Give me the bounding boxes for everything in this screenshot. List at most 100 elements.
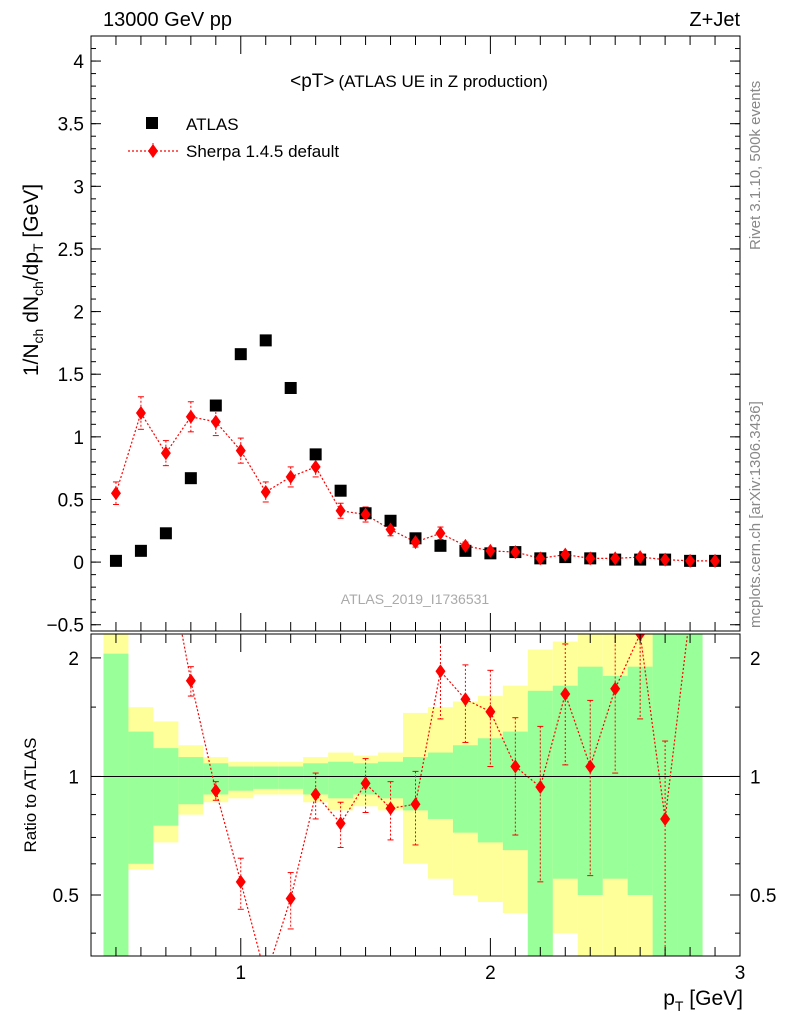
rivet-version-label: Rivet 3.1.10, 500k events — [747, 81, 764, 250]
main-ylabel: 1/Nch dNch/dpT [GeV] — [20, 184, 46, 376]
sherpa-point — [535, 551, 546, 566]
ratio-points — [185, 634, 671, 906]
mcplots-label: mcplots.cern.ch [arXiv:1306.3436] — [747, 401, 764, 628]
x-tick-label: 1 — [235, 963, 246, 984]
sherpa-point — [260, 484, 271, 499]
ratio-point — [660, 811, 671, 826]
atlas-point — [134, 544, 147, 557]
ratio-band-stat — [552, 685, 578, 879]
header-right: Z+Jet — [689, 9, 740, 31]
main-y-tick-label: 3.5 — [58, 115, 84, 136]
main-y-tick-label: 3 — [73, 177, 84, 198]
atlas-point — [184, 472, 197, 485]
legend-sherpa-marker — [148, 144, 158, 158]
ratio-y-tick-label-right: 0.5 — [750, 886, 776, 907]
sherpa-point — [135, 406, 146, 421]
sherpa-point — [660, 552, 671, 567]
ratio-y-tick-label: 0.5 — [53, 886, 79, 907]
sherpa-point — [560, 547, 571, 562]
ratio-band-stat — [452, 745, 478, 833]
chart-title: <pT> (ATLAS UE in Z production) — [290, 71, 548, 92]
ratio-point — [535, 780, 546, 795]
main-tick-labels: −0.5 0 0.5 1 1.5 2 2.5 3 3.5 4 — [46, 52, 84, 637]
sherpa-point — [685, 553, 696, 568]
ratio-panel: 0.5 0.5 1 1 2 2 — [53, 633, 777, 957]
x-tick-label: 2 — [485, 963, 496, 984]
ratio-point — [285, 891, 296, 906]
ratio-band-stat — [378, 761, 404, 799]
main-y-tick-label: −0.5 — [46, 616, 84, 637]
sherpa-point — [235, 443, 246, 458]
ratio-band-stat — [328, 761, 354, 799]
atlas-point — [234, 348, 247, 361]
ratio-y-tick-label-right: 2 — [750, 649, 761, 670]
main-y-tick-label: 4 — [73, 52, 84, 73]
atlas-point — [284, 381, 297, 394]
ratio-point — [235, 874, 246, 889]
sherpa-point — [410, 535, 421, 550]
ratio-band-stat — [278, 766, 304, 789]
ratio-band-stat — [153, 748, 179, 826]
ratio-line — [181, 634, 689, 956]
atlas-points — [109, 334, 722, 567]
atlas-point — [384, 514, 397, 527]
atlas-point — [209, 399, 222, 412]
ratio-band-stat — [228, 766, 254, 791]
ratio-y-tick-label: 2 — [68, 649, 79, 670]
legend-atlas-marker — [146, 117, 158, 129]
main-frame — [90, 35, 741, 632]
ratio-bands — [103, 634, 703, 956]
ratio-band-stat — [253, 766, 279, 789]
ratio-point — [385, 801, 396, 816]
sherpa-point — [460, 538, 471, 553]
sherpa-point — [185, 409, 196, 424]
atlas-point — [434, 539, 447, 552]
x-tick-label: 3 — [735, 963, 746, 984]
ratio-y-tick-label: 1 — [68, 767, 79, 788]
ratio-point — [410, 797, 421, 812]
sherpa-point — [585, 551, 596, 566]
header-left: 13000 GeV pp — [103, 9, 232, 31]
atlas-point — [309, 448, 322, 461]
ratio-band-stat — [178, 757, 204, 805]
legend-atlas-label: ATLAS — [186, 115, 239, 134]
ratio-band-stat — [427, 752, 453, 819]
atlas-point — [159, 527, 172, 540]
main-y-tick-label: 1.5 — [58, 365, 84, 386]
atlas-point — [109, 554, 122, 567]
ratio-frame — [90, 633, 741, 957]
main-y-tick-label: 2 — [73, 303, 84, 324]
atlas-point — [259, 334, 272, 347]
ratio-point — [585, 759, 596, 774]
ratio-ylabel: Ratio to ATLAS — [21, 738, 40, 853]
ratio-point — [435, 664, 446, 679]
sherpa-point — [310, 459, 321, 474]
sherpa-point — [210, 414, 221, 429]
sherpa-point — [610, 551, 621, 566]
ratio-point — [360, 776, 371, 791]
main-panel: −0.5 0 0.5 1 1.5 2 2.5 3 3.5 4 <pT> (ATLAS UE in Z… — [46, 35, 741, 637]
ratio-band-stat — [627, 666, 653, 895]
atlas-point — [334, 484, 347, 497]
main-axes — [90, 36, 741, 631]
ratio-point — [310, 787, 321, 802]
ratio-axes — [90, 634, 741, 956]
sherpa-point — [110, 486, 121, 501]
sherpa-point — [435, 526, 446, 541]
sherpa-point — [710, 553, 721, 568]
ratio-series-line — [181, 634, 689, 956]
x-axis-title: pT [GeV] — [663, 987, 743, 1014]
ratio-point — [460, 692, 471, 707]
ratio-point — [610, 681, 621, 696]
ratio-band-stat — [677, 634, 703, 956]
sherpa-points — [110, 406, 721, 568]
ratio-point — [335, 816, 346, 831]
ratio-tick-labels: 0.5 0.5 1 1 2 2 — [53, 649, 777, 907]
main-y-tick-label: 0 — [73, 553, 84, 574]
ratio-band-stat — [128, 731, 154, 864]
sherpa-point — [635, 550, 646, 565]
ratio-point — [485, 704, 496, 719]
ratio-point — [560, 686, 571, 701]
main-y-tick-label: 0.5 — [58, 490, 84, 511]
